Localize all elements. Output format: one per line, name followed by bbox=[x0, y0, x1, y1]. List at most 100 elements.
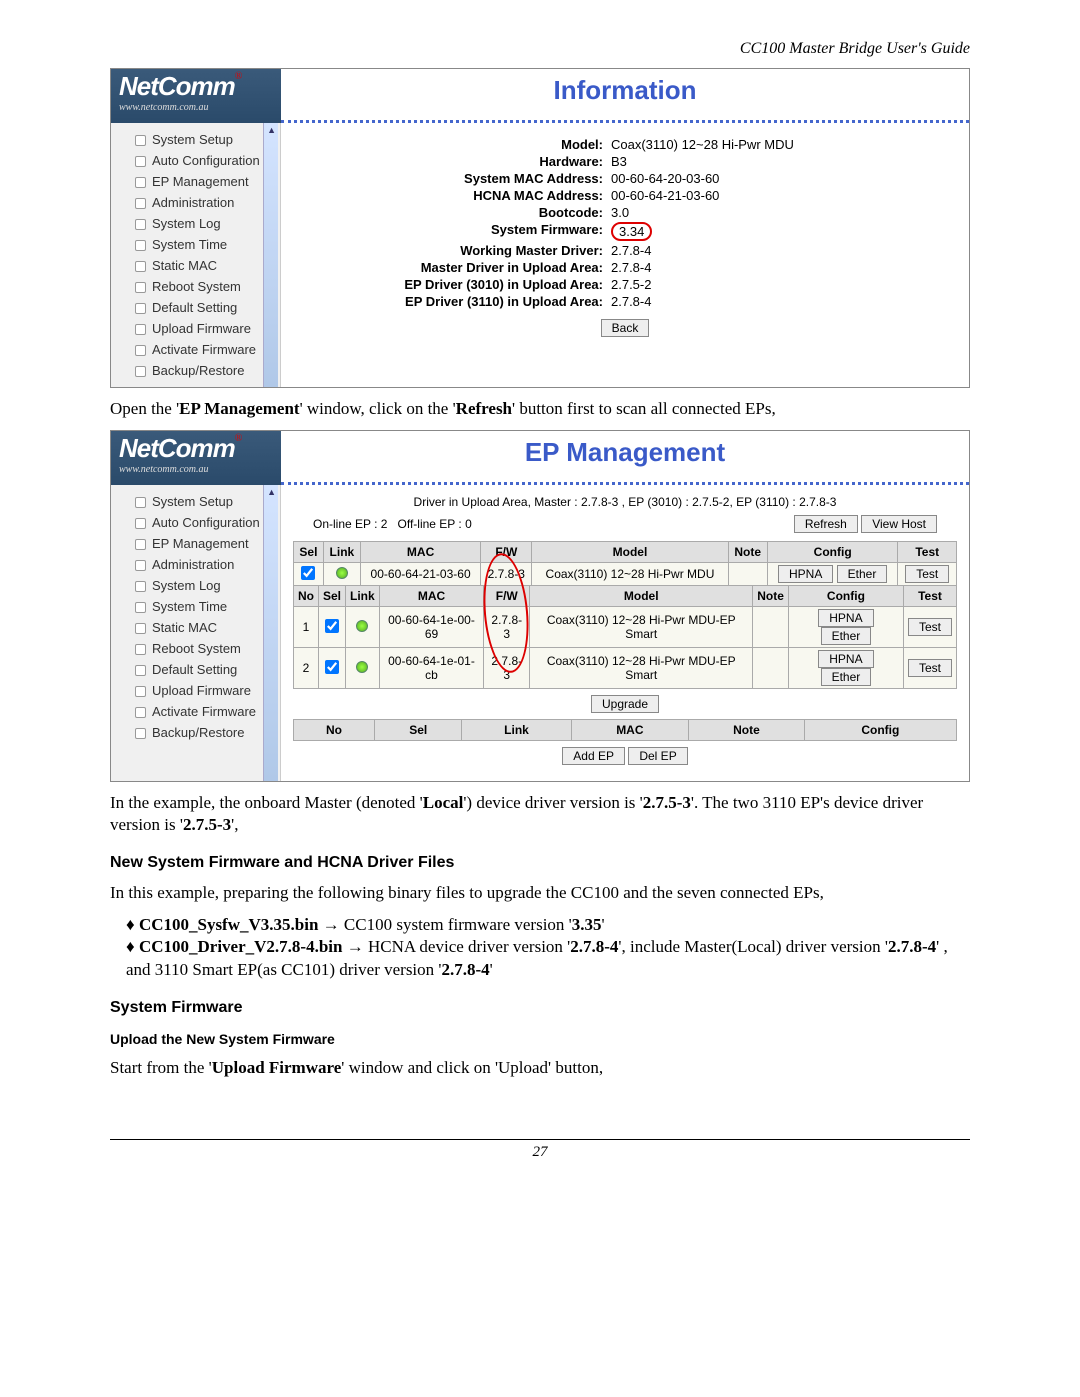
sidebar-item[interactable]: System Log bbox=[111, 575, 280, 596]
table-header: Config bbox=[767, 542, 898, 563]
table-header: Sel bbox=[319, 586, 346, 607]
info-value: 2.7.5-2 bbox=[611, 277, 939, 292]
info-label: HCNA MAC Address: bbox=[311, 188, 611, 203]
test-button[interactable]: Test bbox=[905, 565, 949, 583]
test-button[interactable]: Test bbox=[908, 659, 952, 677]
link-indicator-icon bbox=[356, 661, 368, 673]
back-button[interactable]: Back bbox=[601, 319, 650, 337]
sidebar-item[interactable]: Backup/Restore bbox=[111, 722, 280, 743]
table-header: No bbox=[294, 586, 319, 607]
doc-header: CC100 Master Bridge User's Guide bbox=[110, 40, 970, 58]
info-value: 00-60-64-20-03-60 bbox=[611, 171, 939, 186]
ep-device-table: NoSelLinkMACF/WModelNoteConfigTest 100-6… bbox=[293, 585, 957, 689]
sidebar-item[interactable]: Activate Firmware bbox=[111, 701, 280, 722]
table-header: No bbox=[294, 720, 375, 741]
info-value: B3 bbox=[611, 154, 939, 169]
sidebar-item[interactable]: Default Setting bbox=[111, 659, 280, 680]
sidebar-item[interactable]: Reboot System bbox=[111, 276, 280, 297]
hpna-button[interactable]: HPNA bbox=[818, 609, 873, 627]
link-indicator-icon bbox=[336, 567, 348, 579]
table-header: Link bbox=[323, 542, 360, 563]
table-header: MAC bbox=[360, 542, 480, 563]
table-header: MAC bbox=[571, 720, 689, 741]
logo: NetComm® www.netcomm.com.au bbox=[111, 431, 281, 485]
ether-button[interactable]: Ether bbox=[837, 565, 888, 583]
info-label: System MAC Address: bbox=[311, 171, 611, 186]
sec1-text: In this example, preparing the following… bbox=[110, 882, 970, 904]
sidebar-item[interactable]: Backup/Restore bbox=[111, 360, 280, 381]
sidebar-item[interactable]: Static MAC bbox=[111, 617, 280, 638]
info-label: Model: bbox=[311, 137, 611, 152]
info-label: Hardware: bbox=[311, 154, 611, 169]
subhead-upload: Upload the New System Firmware bbox=[110, 1031, 970, 1047]
table-header: Link bbox=[462, 720, 571, 741]
table-header: Model bbox=[530, 586, 753, 607]
info-value: 2.7.8-4 bbox=[611, 260, 939, 275]
information-screenshot: NetComm® www.netcomm.com.au Information … bbox=[110, 68, 970, 388]
ep-panel: Driver in Upload Area, Master : 2.7.8-3 … bbox=[281, 485, 969, 781]
sidebar-item[interactable]: Administration bbox=[111, 554, 280, 575]
hpna-button[interactable]: HPNA bbox=[778, 565, 833, 583]
table-header: Model bbox=[532, 542, 728, 563]
info-value: 00-60-64-21-03-60 bbox=[611, 188, 939, 203]
section-new-files: New System Firmware and HCNA Driver File… bbox=[110, 854, 970, 872]
sel-checkbox[interactable] bbox=[325, 619, 339, 633]
info-value: Coax(3110) 12~28 Hi-Pwr MDU bbox=[611, 137, 939, 152]
sidebar-item[interactable]: Reboot System bbox=[111, 638, 280, 659]
sidebar-item[interactable]: Default Setting bbox=[111, 297, 280, 318]
view-host-button[interactable]: View Host bbox=[861, 515, 937, 533]
paragraph-1: Open the 'EP Management' window, click o… bbox=[110, 398, 970, 420]
sidebar-item[interactable]: Auto Configuration bbox=[111, 150, 280, 171]
add-ep-button[interactable]: Add EP bbox=[562, 747, 625, 765]
table-row: 200-60-64-1e-01-cb2.7.8-3Coax(3110) 12~2… bbox=[294, 648, 957, 689]
info-value: 2.7.8-4 bbox=[611, 243, 939, 258]
sidebar: ▲ System SetupAuto ConfigurationEP Manag… bbox=[111, 485, 281, 781]
table-header: F/W bbox=[484, 586, 530, 607]
table-header: MAC bbox=[379, 586, 484, 607]
sidebar-item[interactable]: EP Management bbox=[111, 533, 280, 554]
file-list: CC100_Sysfw_V3.35.bin → CC100 system fir… bbox=[110, 914, 970, 980]
sidebar-item[interactable]: Administration bbox=[111, 192, 280, 213]
driver-line: Driver in Upload Area, Master : 2.7.8-3 … bbox=[293, 495, 957, 509]
refresh-button[interactable]: Refresh bbox=[794, 515, 858, 533]
info-label: Bootcode: bbox=[311, 205, 611, 220]
table-header: Note bbox=[753, 586, 789, 607]
ether-button[interactable]: Ether bbox=[821, 668, 872, 686]
sidebar-item[interactable]: EP Management bbox=[111, 171, 280, 192]
info-value: 2.7.8-4 bbox=[611, 294, 939, 309]
info-label: EP Driver (3010) in Upload Area: bbox=[311, 277, 611, 292]
sidebar-item[interactable]: Auto Configuration bbox=[111, 512, 280, 533]
info-value: 3.0 bbox=[611, 205, 939, 220]
table-header: Config bbox=[804, 720, 956, 741]
table-header: Sel bbox=[374, 720, 462, 741]
sel-checkbox[interactable] bbox=[325, 660, 339, 674]
ether-button[interactable]: Ether bbox=[821, 627, 872, 645]
del-ep-button[interactable]: Del EP bbox=[628, 747, 687, 765]
info-label: Master Driver in Upload Area: bbox=[311, 260, 611, 275]
sel-checkbox[interactable] bbox=[301, 566, 315, 580]
upgrade-button[interactable]: Upgrade bbox=[591, 695, 659, 713]
sidebar-item[interactable]: Activate Firmware bbox=[111, 339, 280, 360]
test-button[interactable]: Test bbox=[908, 618, 952, 636]
ep-management-screenshot: NetComm® www.netcomm.com.au EP Managemen… bbox=[110, 430, 970, 782]
table-header: Config bbox=[788, 586, 903, 607]
table-header: Test bbox=[898, 542, 957, 563]
table-header: Test bbox=[903, 586, 956, 607]
sidebar-item[interactable]: Upload Firmware bbox=[111, 318, 280, 339]
logo: NetComm® www.netcomm.com.au bbox=[111, 69, 281, 123]
sidebar-item[interactable]: System Time bbox=[111, 234, 280, 255]
sidebar-item[interactable]: System Setup bbox=[111, 491, 280, 512]
hpna-button[interactable]: HPNA bbox=[818, 650, 873, 668]
info-label: EP Driver (3110) in Upload Area: bbox=[311, 294, 611, 309]
table-header: Sel bbox=[294, 542, 324, 563]
sidebar-item[interactable]: System Log bbox=[111, 213, 280, 234]
sidebar-item[interactable]: System Setup bbox=[111, 129, 280, 150]
table-row: 100-60-64-1e-00-692.7.8-3Coax(3110) 12~2… bbox=[294, 607, 957, 648]
info-label: System Firmware: bbox=[311, 222, 611, 241]
sidebar-item[interactable]: System Time bbox=[111, 596, 280, 617]
sidebar-item[interactable]: Static MAC bbox=[111, 255, 280, 276]
link-indicator-icon bbox=[356, 620, 368, 632]
paragraph-2: In the example, the onboard Master (deno… bbox=[110, 792, 970, 836]
section-system-firmware: System Firmware bbox=[110, 999, 970, 1017]
sidebar-item[interactable]: Upload Firmware bbox=[111, 680, 280, 701]
